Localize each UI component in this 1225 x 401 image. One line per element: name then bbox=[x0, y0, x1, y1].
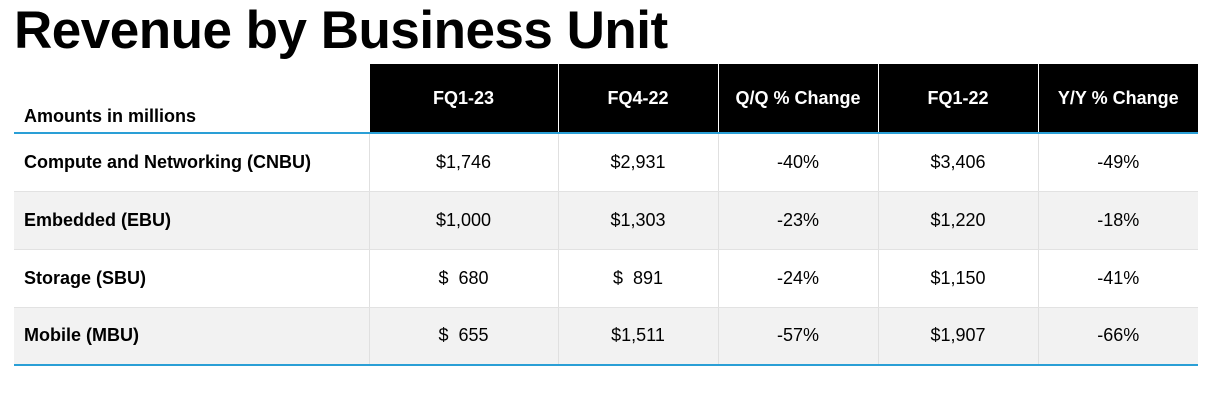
revenue-table: Amounts in millions FQ1-23 FQ4-22 Q/Q % … bbox=[14, 64, 1198, 366]
table-cell: $1,303 bbox=[557, 191, 718, 250]
row-label: Mobile (MBU) bbox=[14, 307, 369, 366]
table-header-row: Amounts in millions FQ1-23 FQ4-22 Q/Q % … bbox=[14, 64, 1198, 134]
table-row: Embedded (EBU) $1,000 $1,303 -23% $1,220… bbox=[14, 191, 1198, 250]
table-cell: $1,000 bbox=[368, 191, 558, 250]
table-cell: -66% bbox=[1037, 307, 1198, 366]
table-cell: $1,907 bbox=[877, 307, 1038, 366]
column-header: FQ4-22 bbox=[557, 64, 718, 134]
table-row: Storage (SBU) $ 680 $ 891 -24% $1,150 -4… bbox=[14, 249, 1198, 308]
row-label: Compute and Networking (CNBU) bbox=[14, 133, 369, 192]
column-header: Y/Y % Change bbox=[1037, 64, 1198, 134]
column-header: FQ1-22 bbox=[877, 64, 1038, 134]
row-label: Embedded (EBU) bbox=[14, 191, 369, 250]
table-cell: $ 680 bbox=[368, 249, 558, 308]
table-cell: -40% bbox=[717, 133, 878, 192]
table-cell: -57% bbox=[717, 307, 878, 366]
column-header: Q/Q % Change bbox=[717, 64, 878, 134]
table-cell: $ 655 bbox=[368, 307, 558, 366]
table-cell: $1,746 bbox=[368, 133, 558, 192]
table-cell: -41% bbox=[1037, 249, 1198, 308]
corner-label: Amounts in millions bbox=[14, 64, 369, 134]
column-header: FQ1-23 bbox=[368, 64, 558, 134]
table-cell: $2,931 bbox=[557, 133, 718, 192]
row-label: Storage (SBU) bbox=[14, 249, 369, 308]
table-cell: $1,511 bbox=[557, 307, 718, 366]
table-cell: $1,220 bbox=[877, 191, 1038, 250]
table-cell: $ 891 bbox=[557, 249, 718, 308]
table-cell: $1,150 bbox=[877, 249, 1038, 308]
table-cell: -23% bbox=[717, 191, 878, 250]
table-cell: -18% bbox=[1037, 191, 1198, 250]
table-row: Mobile (MBU) $ 655 $1,511 -57% $1,907 -6… bbox=[14, 307, 1198, 366]
table-cell: -24% bbox=[717, 249, 878, 308]
table-cell: $3,406 bbox=[877, 133, 1038, 192]
table-row: Compute and Networking (CNBU) $1,746 $2,… bbox=[14, 133, 1198, 192]
table-cell: -49% bbox=[1037, 133, 1198, 192]
page-title: Revenue by Business Unit bbox=[14, 1, 668, 60]
